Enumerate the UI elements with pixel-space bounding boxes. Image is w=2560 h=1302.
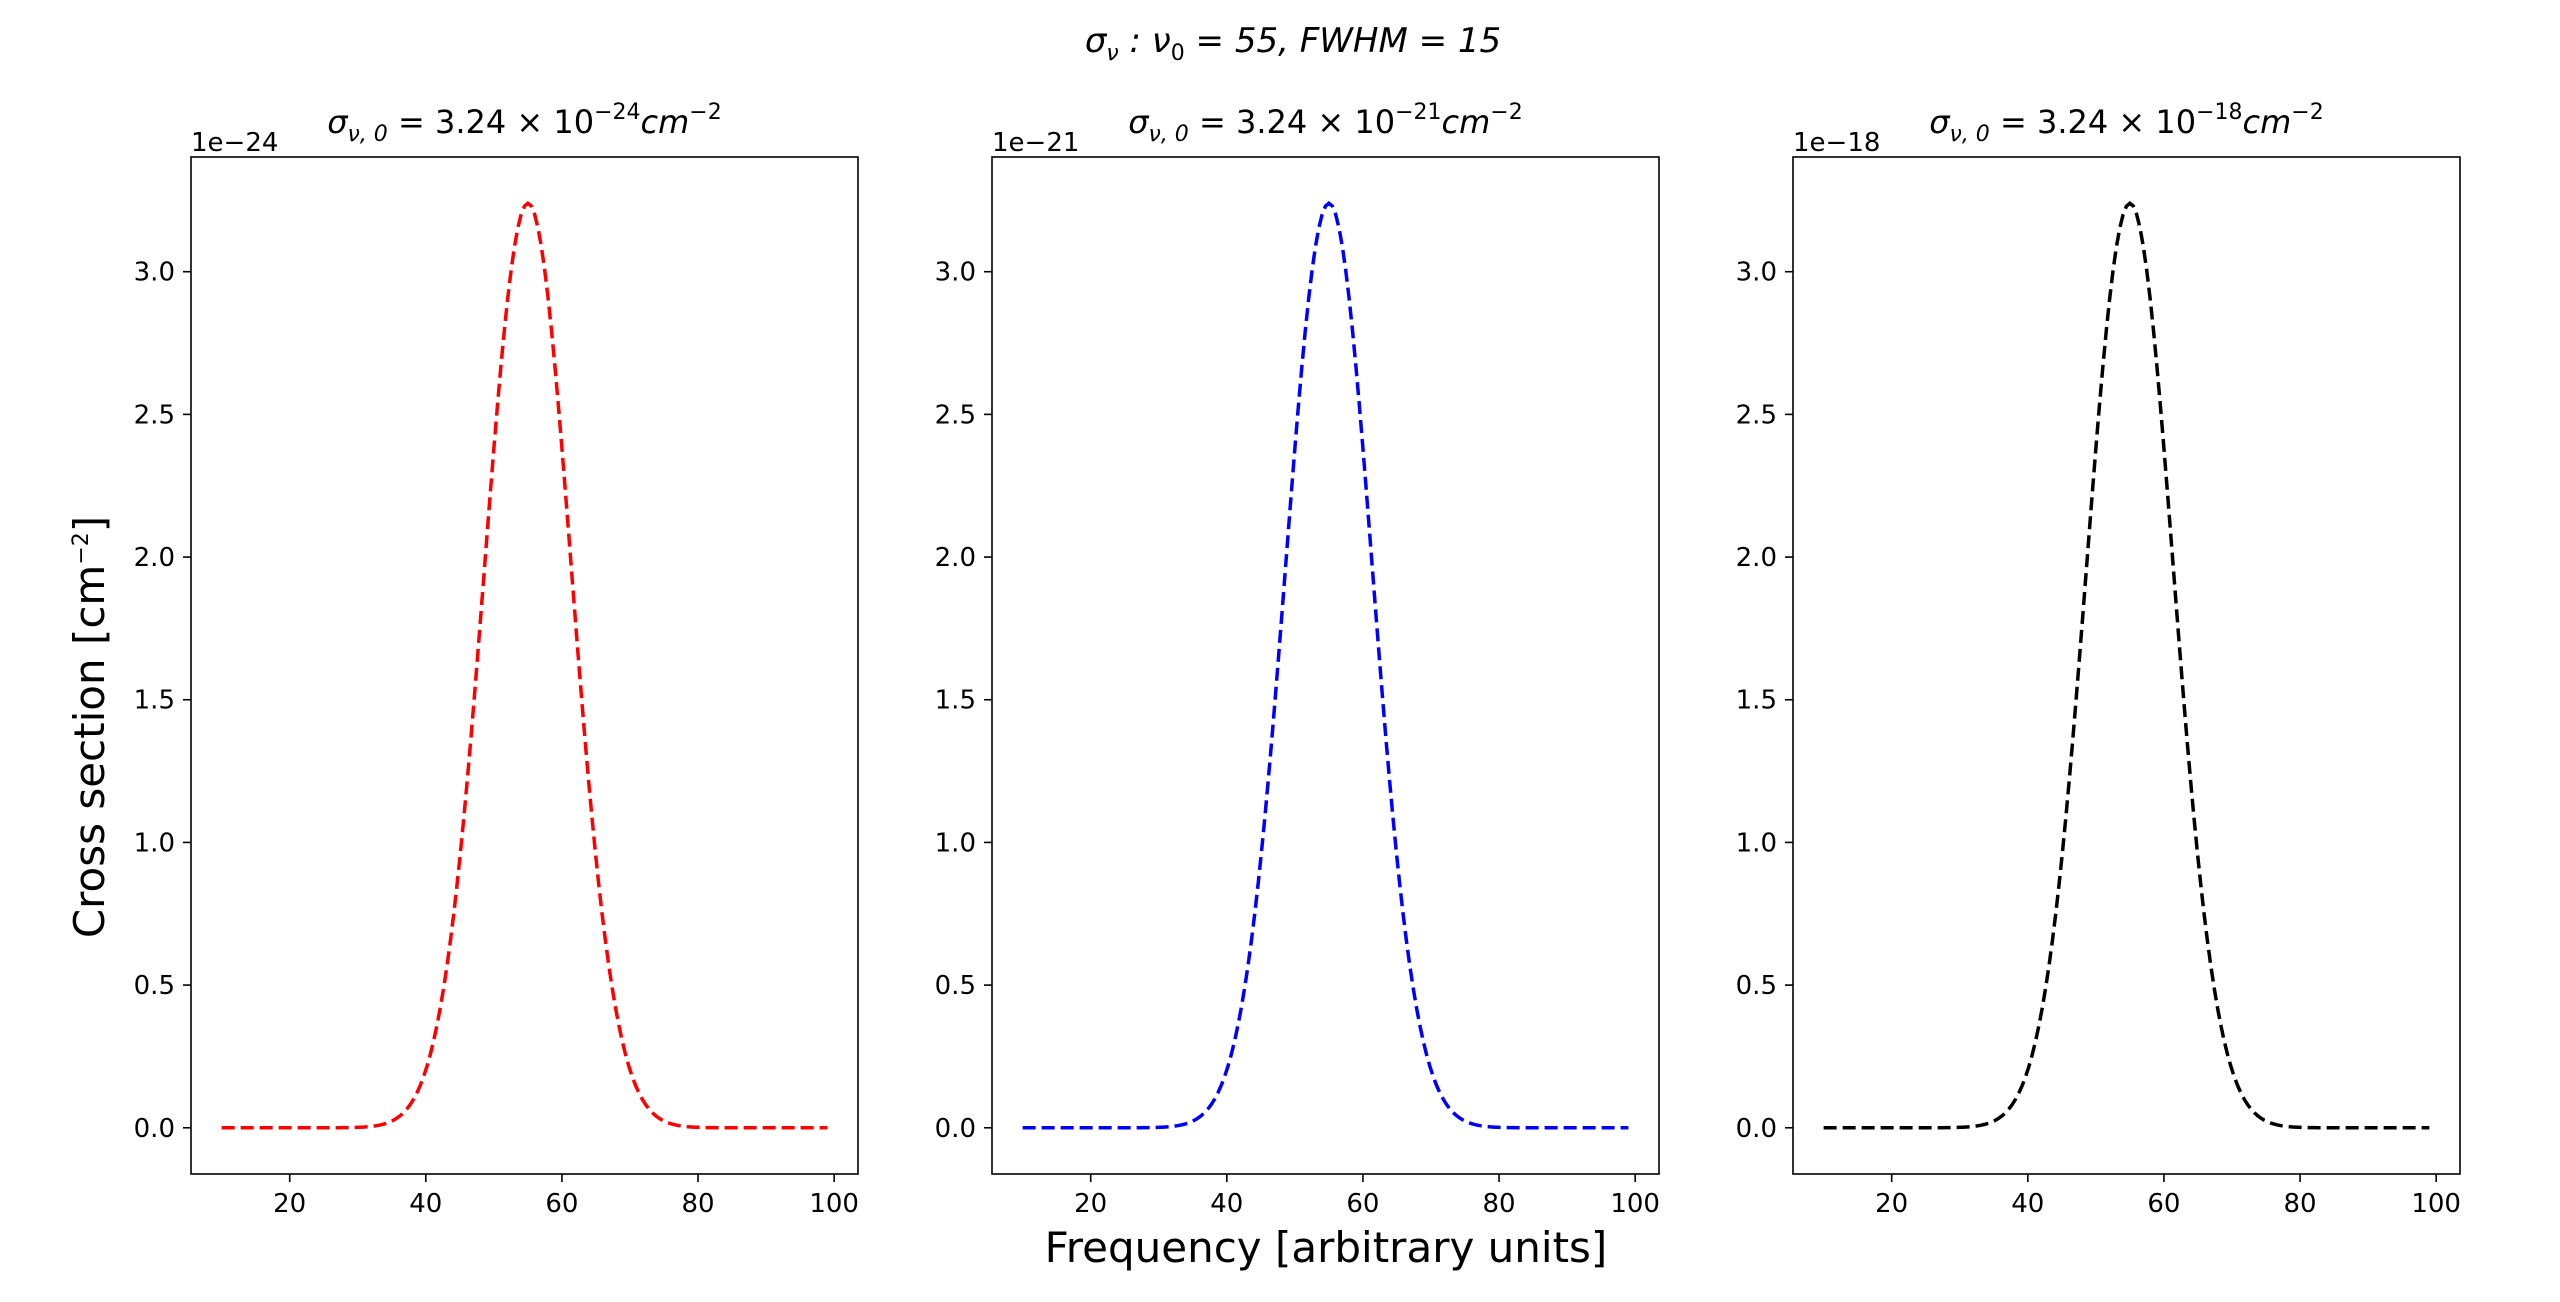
subplot-2: 20 40 60 80 100 0.0 0.5 1.0 1.5 2.0 2.5 3.0 1e−21 σν,… [935,100,1660,1219]
y-tick-label: 3.0 [935,258,976,288]
y-tick-label: 1.0 [935,828,976,858]
y-tick-label: 2.5 [1736,400,1777,430]
y-tick-label: 0.5 [935,971,976,1001]
subplot-title: σν, 0 = 3.24 × 10−18cm−2 [1929,100,2323,147]
y-tick-label: 1.5 [935,686,976,716]
x-tick-label: 80 [2284,1189,2317,1219]
x-axis-label: Frequency [arbitrary units] [1045,1223,1608,1272]
x-tick-label: 100 [809,1189,859,1219]
x-tick-label: 60 [545,1189,578,1219]
series-line [221,200,828,1130]
x-tick-label: 80 [1483,1189,1516,1219]
y-tick-label: 0.0 [1736,1114,1777,1144]
y-tick-label: 0.0 [935,1114,976,1144]
x-tick-label: 60 [1346,1189,1379,1219]
y-tick-label: 2.5 [935,400,976,430]
y-tick-label: 2.0 [1736,543,1777,573]
series-line [1823,200,2430,1130]
subplot-title: σν, 0 = 3.24 × 10−24cm−2 [327,100,721,147]
y-tick-label: 0.0 [134,1114,175,1144]
x-tick-label: 100 [1610,1189,1660,1219]
x-tick-label: 40 [409,1189,442,1219]
y-tick-label: 1.0 [134,828,175,858]
subplot-1: 20 40 60 80 100 0.0 0.5 1.0 1.5 2.0 2.5 3.0 1e−24 σν,… [134,100,859,1219]
y-tick-label: 1.5 [1736,686,1777,716]
y-tick-label: 0.5 [1736,971,1777,1001]
y-tick-label: 1.0 [1736,828,1777,858]
x-tick-label: 80 [682,1189,715,1219]
axes-frame [991,156,1660,1175]
axis-multiplier: 1e−21 [992,128,1079,158]
axis-multiplier: 1e−24 [191,128,278,158]
figure-suptitle: σν : ν0 = 55, FWHM = 15 [1085,21,1501,66]
series-line [1022,200,1629,1130]
y-tick-label: 0.5 [134,971,175,1001]
subplot-title: σν, 0 = 3.24 × 10−21cm−2 [1128,100,1522,147]
x-tick-label: 40 [2011,1189,2044,1219]
y-tick-label: 2.5 [134,400,175,430]
y-tick-label: 3.0 [134,258,175,288]
subplot-3: 20 40 60 80 100 0.0 0.5 1.0 1.5 2.0 2.5 3.0 1e−18 σν,… [1736,100,2461,1219]
x-tick-label: 60 [2147,1189,2180,1219]
y-tick-label: 2.0 [134,543,175,573]
axis-multiplier: 1e−18 [1793,128,1880,158]
y-tick-label: 3.0 [1736,258,1777,288]
y-tick-label: 2.0 [935,543,976,573]
x-tick-label: 100 [2411,1189,2461,1219]
y-tick-label: 1.5 [134,686,175,716]
x-tick-label: 40 [1210,1189,1243,1219]
panels: 20 40 60 80 100 0.0 0.5 1.0 1.5 2.0 2.5 3.0 1e−24 σν,… [134,100,2461,1219]
y-axis-label: Cross section [cm−2] [65,516,114,938]
x-tick-label: 20 [273,1189,306,1219]
x-tick-label: 20 [1074,1189,1107,1219]
axes-frame [190,156,859,1175]
x-tick-label: 20 [1875,1189,1908,1219]
axes-frame [1792,156,2461,1175]
